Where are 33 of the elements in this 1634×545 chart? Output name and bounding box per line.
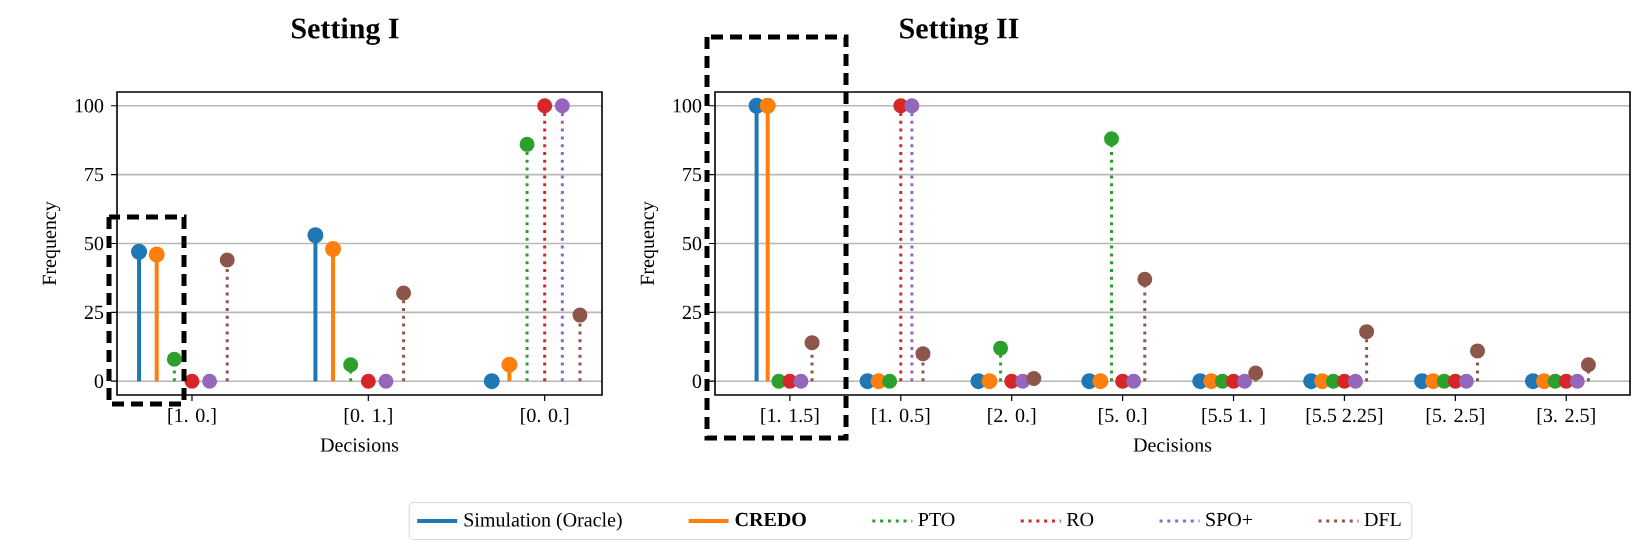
x-tick-label: [0. 1.]	[344, 408, 392, 425]
y-tick-label: 100	[75, 99, 104, 113]
y-tick-label: 0	[692, 374, 702, 388]
legend-label: DFL	[1364, 512, 1401, 527]
chart-title: Setting II	[900, 17, 1019, 45]
y-tick-label: 75	[85, 167, 104, 182]
y-tick-label: 25	[682, 305, 702, 320]
x-axis-title: Decisions	[320, 438, 399, 452]
x-tick-label: [5. 0.]	[1099, 408, 1147, 425]
x-tick-label: [3. 2.5]	[1537, 408, 1595, 425]
y-tick-label: 100	[673, 99, 702, 113]
legend-label: SPO+	[1206, 512, 1253, 527]
x-tick-label: [5.5 1. ]	[1202, 408, 1265, 425]
y-tick-label: 25	[84, 305, 104, 320]
x-tick-label: [0. 0.]	[521, 408, 569, 425]
legend-label: CREDO	[735, 512, 806, 527]
x-tick-label: [1. 0.]	[168, 408, 216, 425]
legend-label: RO	[1066, 512, 1094, 527]
y-axis-title: Frequency	[640, 201, 659, 286]
x-tick-label: [1. 0.5]	[872, 408, 930, 425]
x-tick-label: [5.5 2.25]	[1306, 408, 1383, 425]
y-tick-label: 0	[94, 374, 104, 388]
y-tick-label: 50	[85, 236, 104, 251]
x-tick-label: [2. 0.]	[988, 408, 1036, 425]
x-axis-title: Decisions	[1133, 438, 1212, 452]
chart-title: Setting I	[292, 17, 399, 45]
x-tick-label: [5. 2.5]	[1426, 408, 1484, 425]
y-tick-label: 75	[683, 167, 702, 182]
legend-label: PTO	[918, 512, 955, 527]
legend-label: Simulation (Oracle)	[464, 512, 622, 531]
x-tick-label: [1. 1.5]	[761, 408, 819, 425]
y-tick-label: 50	[683, 236, 702, 251]
y-axis-title: Frequency	[42, 201, 61, 286]
